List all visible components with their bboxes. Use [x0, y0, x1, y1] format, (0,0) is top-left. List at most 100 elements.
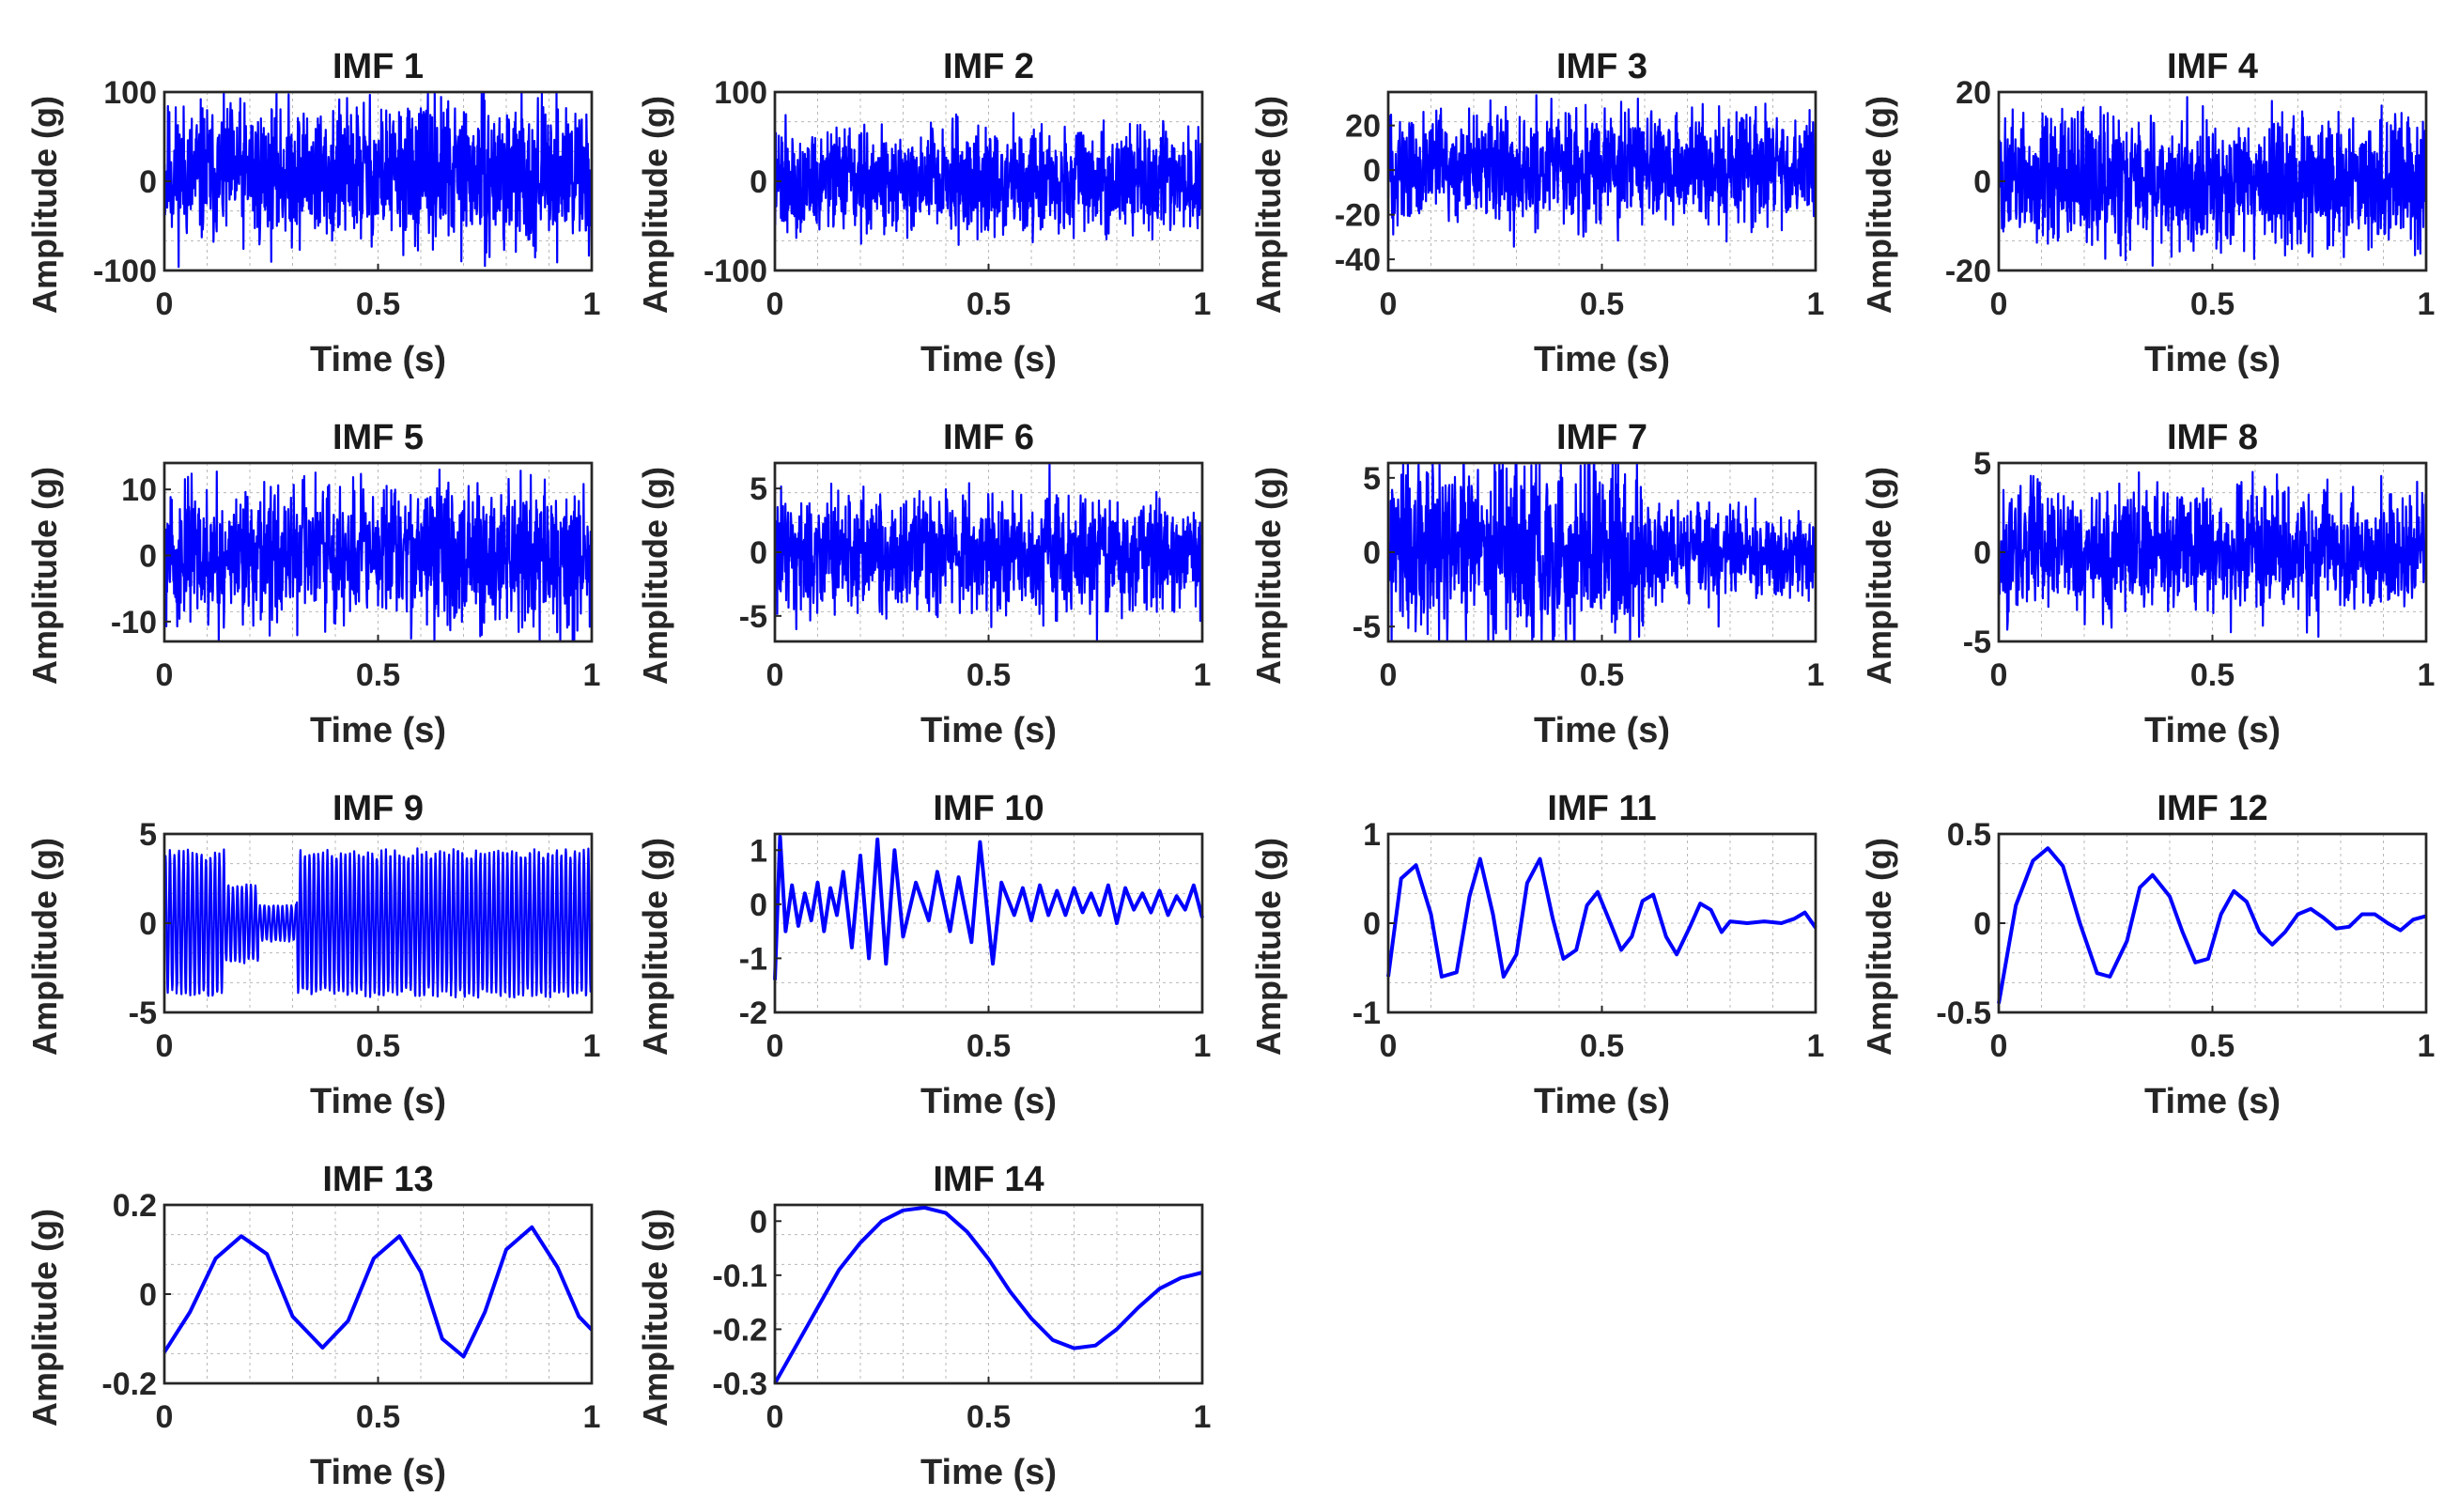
imf-5-signal-line: [162, 468, 594, 643]
imf-11-xlabel: Time (s): [1534, 1082, 1670, 1121]
imf-10-title: IMF 10: [933, 789, 1044, 828]
imf-10-xtick-label: 0: [766, 1028, 784, 1064]
imf-13-ytick-label: 0.2: [113, 1188, 157, 1224]
imf-10-ytick-label: 0: [750, 887, 767, 923]
imf-14-ytick-label: -0.2: [712, 1312, 767, 1348]
imf-4-xtick-label: 0.5: [2190, 286, 2235, 322]
imf-10-ytick-label: -1: [739, 941, 767, 977]
imf-1-ytick-label: 100: [103, 75, 157, 111]
imf-13-title: IMF 13: [322, 1160, 433, 1199]
imf-6-xtick-label: 0.5: [967, 657, 1011, 693]
imf-10-ytick-label: 1: [750, 833, 767, 869]
imf-10-ytick-label: -2: [739, 995, 767, 1031]
imf-1-xtick-label: 0.5: [356, 286, 400, 322]
imf-3-title: IMF 3: [1556, 47, 1647, 86]
imf-1-ytick-label: -100: [93, 254, 157, 289]
imf-13-signal-line: [162, 1225, 594, 1359]
imf-2-ylabel: Amplitude (g): [636, 96, 674, 314]
imf-11-xtick-label: 0: [1380, 1028, 1398, 1064]
imf-8-title: IMF 8: [2167, 418, 2258, 457]
imf-3-ylabel: Amplitude (g): [1249, 96, 1288, 314]
imf-13-ytick-label: 0: [139, 1277, 157, 1313]
imf-6-xtick-label: 0: [766, 657, 784, 693]
imf-14-panel: 0 0.5 1 -0.3 -0.2 -0.1 0 IMF 14 Time (s) Amplitud…: [636, 1160, 1211, 1492]
imf-6-ytick-label: 5: [750, 471, 767, 507]
imf-5-xtick-label: 0: [156, 657, 174, 693]
imf-8-signal-line: [1997, 471, 2428, 639]
imf-3-xtick-label: 1: [1807, 286, 1825, 322]
imf-4-xlabel: Time (s): [2144, 340, 2281, 379]
imf-10-signal-line: [773, 834, 1204, 980]
imf-11-ytick-label: 0: [1363, 906, 1381, 942]
imf-5-panel: 0 0.5 1 -10 0 10 IMF 5 Time (s) Amplitude (g): [25, 418, 600, 750]
imf-13-xtick-label: 1: [583, 1399, 601, 1435]
imf-5-title: IMF 5: [333, 418, 424, 457]
imf-13-ylabel: Amplitude (g): [25, 1209, 64, 1427]
imf-12-xlabel: Time (s): [2144, 1082, 2281, 1121]
imf-12-ytick-label: 0.5: [1947, 817, 1991, 853]
imf-1-title: IMF 1: [333, 47, 424, 86]
imf-8-ylabel: Amplitude (g): [1860, 467, 1898, 685]
imf-7-ytick-label: 5: [1363, 461, 1381, 497]
imf-6-ytick-label: -5: [739, 599, 767, 635]
imf-2-ytick-label: 100: [714, 75, 767, 111]
imf-4-ytick-label: -20: [1945, 254, 1991, 289]
imf-11-xtick-label: 1: [1807, 1028, 1825, 1064]
imf-11-ylabel: Amplitude (g): [1249, 838, 1288, 1056]
imf-13-grid: [164, 1205, 592, 1383]
imf-7-ylabel: Amplitude (g): [1249, 467, 1288, 685]
imf-5-xtick-label: 0.5: [356, 657, 400, 693]
imf-5-xlabel: Time (s): [310, 711, 446, 750]
imf-10-ylabel: Amplitude (g): [636, 838, 674, 1056]
imf-2-signal-line: [773, 112, 1204, 246]
imf-3-ytick-label: 20: [1345, 109, 1381, 145]
imf-9-xlabel: Time (s): [310, 1082, 446, 1121]
imf-11-ytick-label: -1: [1353, 995, 1381, 1031]
imf-7-ytick-label: -5: [1353, 609, 1381, 645]
imf-6-ytick-label: 0: [750, 535, 767, 571]
imf-12-ytick-label: -0.5: [1936, 995, 1991, 1031]
imf-9-xtick-label: 0: [156, 1028, 174, 1064]
imf-9-signal-line: [162, 847, 594, 999]
imf-14-xtick-label: 0.5: [967, 1399, 1011, 1435]
imf-7-xtick-label: 0.5: [1580, 657, 1624, 693]
imf-4-ytick-label: 0: [1973, 164, 1991, 200]
imf-3-ytick-label: 0: [1363, 153, 1381, 189]
imf-12-xtick-label: 1: [2418, 1028, 2436, 1064]
imf-3-xlabel: Time (s): [1534, 340, 1670, 379]
imf-10-grid: [775, 834, 1202, 1012]
imf-11-xtick-label: 0.5: [1580, 1028, 1624, 1064]
imf-6-panel: 0 0.5 1 -5 0 5 IMF 6 Time (s) Amplitude (g): [636, 418, 1211, 750]
imf-14-xtick-label: 1: [1194, 1399, 1212, 1435]
imf-10-panel: 0 0.5 1 -2 -1 0 1 IMF 10 Time (s) Amplitude (g): [636, 789, 1211, 1121]
imf-5-ytick-label: -10: [111, 605, 157, 640]
imf-7-xtick-label: 0: [1380, 657, 1398, 693]
imf-2-xlabel: Time (s): [920, 340, 1057, 379]
imf-2-ytick-label: -100: [704, 254, 767, 289]
imf-1-signal-line: [162, 90, 594, 269]
imf-14-ytick-label: 0: [750, 1204, 767, 1240]
imf-14-ylabel: Amplitude (g): [636, 1209, 674, 1427]
imf-7-panel: 0 0.5 1 -5 0 5 IMF 7 Time (s) Amplitude (g): [1249, 418, 1824, 750]
imf-3-ytick-label: -20: [1335, 198, 1381, 234]
imf-13-xtick-label: 0.5: [356, 1399, 400, 1435]
imf-6-signal-line: [773, 461, 1204, 643]
imf-11-signal-line: [1386, 856, 1817, 979]
imf-1-xlabel: Time (s): [310, 340, 446, 379]
imf-4-ylabel: Amplitude (g): [1860, 96, 1898, 314]
imf-9-title: IMF 9: [333, 789, 424, 828]
imf-14-ytick-label: -0.3: [712, 1366, 767, 1402]
imf-2-ytick-label: 0: [750, 164, 767, 200]
imf-1-ytick-label: 0: [139, 164, 157, 200]
imf-11-ytick-label: 1: [1363, 817, 1381, 853]
imf-10-xlabel: Time (s): [920, 1082, 1057, 1121]
imf-7-title: IMF 7: [1556, 418, 1647, 457]
imf-7-xtick-label: 1: [1807, 657, 1825, 693]
imf-5-ylabel: Amplitude (g): [25, 467, 64, 685]
imf-6-ylabel: Amplitude (g): [636, 467, 674, 685]
imf-12-ytick-label: 0: [1973, 906, 1991, 942]
